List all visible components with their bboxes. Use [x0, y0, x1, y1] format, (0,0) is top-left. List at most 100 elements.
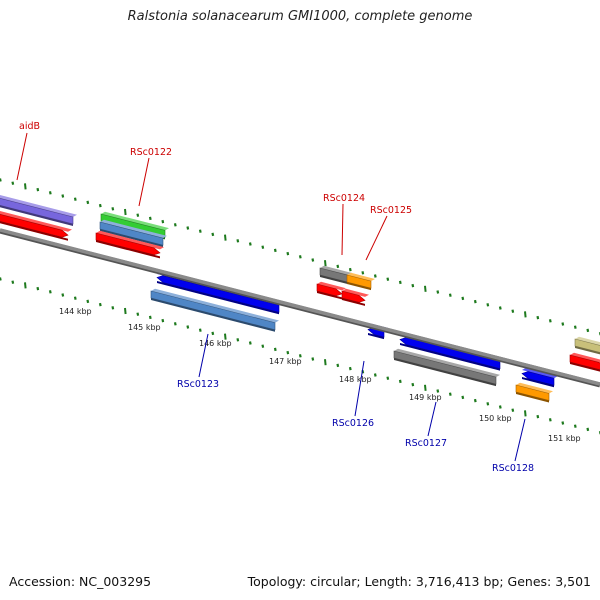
top-tick: [524, 311, 527, 318]
gene-label-rsc0124-leader: [341, 203, 344, 256]
bottom-tick: [561, 421, 565, 425]
bottom-tick: [261, 344, 265, 348]
gene-label-rsc0123-leader: [198, 333, 209, 378]
top-tick: [486, 303, 490, 307]
gene-rsc0128-bar: [515, 382, 553, 403]
top-tick: [248, 242, 252, 246]
bottom-tick: [524, 410, 527, 417]
gene-rsc0122-strand-bar-top: [96, 230, 164, 250]
gene-label-rsc0127-leader: [427, 401, 437, 437]
bottom-tick: [586, 427, 590, 432]
gene-rsc0122-strand-bar-front: [95, 232, 161, 256]
bottom-tick: [536, 414, 540, 419]
top-tick: [111, 207, 115, 211]
gene-rsc0125-bar-top: [347, 272, 375, 282]
top-tick: [224, 234, 227, 241]
gene-rsc0129-bar-shadow: [575, 346, 600, 355]
gene-rsc0127-strand-bar-shadow: [400, 343, 500, 371]
gene-rsc0125-strand-bar-top: [342, 288, 369, 297]
gene-rsc0127-bar-top: [394, 348, 500, 378]
gene-rsc0124-strand-bar-front: [316, 283, 343, 297]
top-tick: [136, 213, 140, 217]
top-tick: [373, 274, 377, 278]
gene-rsc0125-strand-bar-shadow: [342, 298, 365, 306]
bottom-tick: [73, 296, 77, 300]
top-tick: [73, 197, 77, 201]
gene-label-rsc0122-leader: [138, 157, 150, 207]
gene-rsc0124-strand-bar-top: [317, 281, 346, 291]
gene-rsc0123-bar-top: [151, 288, 279, 323]
gene-labels: aidB RSc0122 RSc0124 RSc0125 RSc0123 RSc0126 R…: [16, 121, 534, 474]
gene-rsc0127-bar-shadow: [394, 358, 496, 387]
genome-backbone: [0, 228, 600, 388]
gene-aidb-strand-bar-top: [0, 211, 72, 232]
scale-labels: 144 kbp 145 kbp 146 kbp 147 kbp 148 kbp 149 k…: [59, 307, 581, 443]
top-tick: [161, 219, 165, 224]
top-tick: [286, 251, 290, 256]
gene-rsc0122-strand-bar: [95, 230, 164, 259]
bottom-tick: [48, 290, 52, 294]
scale-label: 149 kbp: [409, 393, 442, 402]
top-tick: [261, 245, 265, 249]
gene-label-rsc0123: RSc0123: [177, 379, 219, 390]
top-tick: [536, 315, 540, 320]
gene-rsc0126-strand-bar-shadow: [368, 333, 384, 340]
map-title: Ralstonia solanacearum GMI1000, complete…: [127, 9, 473, 24]
top-tick: [48, 191, 52, 195]
gene-rsc0129-bar-top: [575, 336, 600, 346]
gene-rsc0123-bar-shadow: [151, 298, 275, 332]
bottom-tick: [161, 318, 165, 323]
gene-rsc0122-cds-bar-shadow: [100, 229, 163, 248]
gene-rsc0122-cds-bar-top: [100, 219, 167, 239]
gene-rsc0128-strand-bar: [521, 367, 558, 388]
top-tick: [473, 299, 477, 304]
bottom-tick: [311, 357, 315, 361]
top-tick: [148, 216, 152, 221]
gene-label-rsc0128-leader: [514, 418, 526, 462]
bottom-tick: [473, 398, 477, 403]
gene-label-rsc0125: RSc0125: [370, 205, 412, 216]
gene-label-rsc0122: RSc0122: [130, 147, 172, 158]
gene-aidb-bar: [0, 195, 77, 226]
gene-rsc0124-strand-bar-shadow: [317, 291, 342, 300]
gene-aidb-bar-shadow: [0, 205, 73, 226]
bottom-tick: [486, 402, 490, 406]
feature-track: [0, 195, 600, 403]
bottom-tick: [436, 389, 440, 393]
top-tick: [311, 258, 315, 262]
backbone-line: [0, 228, 600, 386]
gene-rsc0122-cds-bar: [99, 219, 167, 248]
scale-label: 147 kbp: [269, 357, 302, 366]
gene-rsc0124-bar-shadow: [320, 275, 348, 285]
top-tick-track: [0, 178, 600, 336]
bottom-tick: [498, 405, 502, 409]
bottom-tick: [398, 379, 402, 384]
top-tick: [348, 267, 352, 272]
gene-rsc0122-strand-bar-shadow: [96, 240, 160, 259]
bottom-tick: [336, 363, 340, 368]
top-tick: [398, 280, 402, 285]
top-tick: [173, 223, 177, 227]
gene-rsc0125-bar-shadow: [347, 282, 371, 291]
gene-label-rsc0126-leader: [354, 360, 365, 417]
gene-label-aidb: aidB: [19, 121, 40, 132]
bottom-tick: [348, 366, 352, 371]
bottom-tick: [386, 376, 390, 380]
top-tick: [273, 248, 277, 253]
top-tick: [586, 328, 590, 333]
bottom-tick: [248, 341, 252, 345]
gene-aidb-bar-top: [0, 195, 77, 217]
gene-rsc0129-strand-bar-front: [569, 354, 600, 370]
gene-rsc0124-strand-bar: [316, 281, 346, 300]
top-tick: [98, 203, 102, 208]
bottom-tick: [511, 408, 515, 412]
top-tick: [198, 229, 202, 233]
bottom-tick: [136, 312, 140, 316]
bottom-tick: [573, 424, 577, 428]
top-tick: [61, 194, 65, 198]
bottom-tick: [273, 347, 277, 352]
bottom-tick: [198, 328, 202, 332]
top-tick: [86, 200, 90, 205]
scale-label: 146 kbp: [199, 339, 232, 348]
gene-rsc0125-strand-bar: [341, 288, 369, 306]
